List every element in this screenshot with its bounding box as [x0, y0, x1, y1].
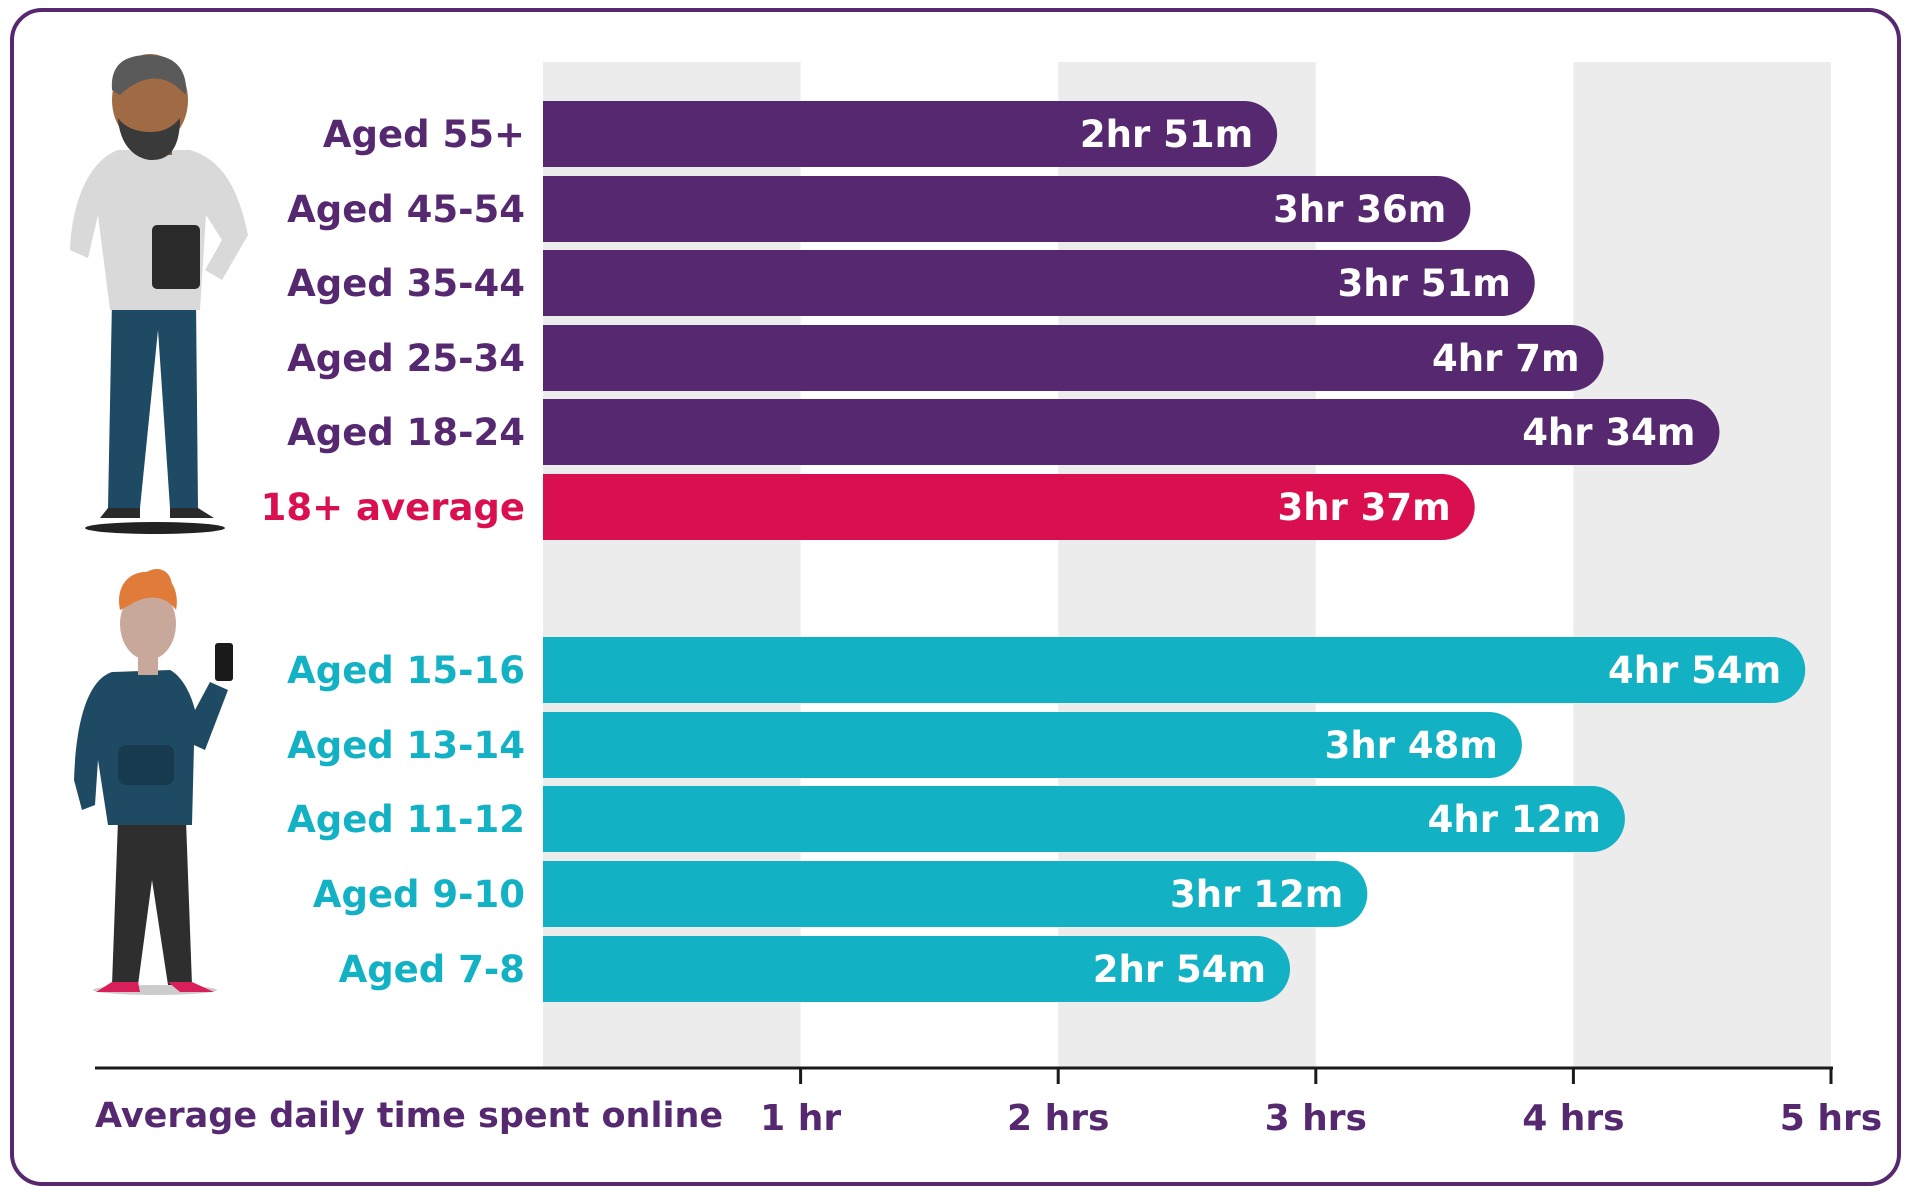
x-tick-label: 5 hrs	[1780, 1098, 1882, 1139]
x-tick-label: 2 hrs	[1007, 1098, 1109, 1139]
bar	[543, 176, 1471, 242]
x-axis-title: Average daily time spent online	[95, 1096, 723, 1136]
bar	[543, 474, 1475, 540]
x-axis: 1 hr 2 hrs 3 hrs 4 hrs 5 hrs Average daily ti…	[95, 1066, 1882, 1139]
category-label: Aged 7-8	[339, 948, 525, 991]
bar	[543, 325, 1604, 391]
category-label: Aged 18-24	[287, 411, 525, 454]
grid-band	[1573, 62, 1831, 1068]
data-label: 2hr 51m	[1080, 113, 1253, 156]
category-label: Aged 11-12	[287, 798, 525, 841]
category-label: Aged 25-34	[287, 337, 525, 380]
category-labels: Aged 55+ Aged 45-54 Aged 35-44 Aged 25-34 Ag…	[261, 113, 525, 991]
data-label: 4hr 12m	[1428, 798, 1601, 841]
category-label: Aged 55+	[323, 113, 525, 156]
category-label: 18+ average	[261, 486, 525, 529]
bar	[543, 786, 1625, 852]
category-label: Aged 45-54	[287, 188, 525, 231]
data-label: 3hr 48m	[1325, 724, 1498, 767]
bar	[543, 250, 1535, 316]
bar	[543, 712, 1522, 778]
teen-boy-with-phone-icon	[74, 568, 233, 995]
data-label: 3hr 51m	[1337, 262, 1510, 305]
category-label: Aged 13-14	[287, 724, 525, 767]
bar	[543, 101, 1278, 167]
x-tick-label: 3 hrs	[1265, 1098, 1367, 1139]
chart-frame	[10, 8, 1901, 1186]
data-label: 4hr 54m	[1608, 649, 1781, 692]
category-label: Aged 15-16	[287, 649, 525, 692]
bar	[543, 637, 1806, 703]
category-label: Aged 35-44	[287, 262, 525, 305]
bar	[543, 399, 1720, 465]
bar	[543, 861, 1368, 927]
bar	[543, 936, 1291, 1002]
data-label: 3hr 36m	[1273, 188, 1446, 231]
data-label: 4hr 7m	[1432, 337, 1580, 380]
x-tick-label: 1 hr	[760, 1098, 841, 1139]
data-label: 3hr 37m	[1277, 486, 1450, 529]
value-labels: 2hr 51m 3hr 36m 3hr 51m 4hr 7m 4hr 34m 3hr 37…	[1080, 113, 1781, 991]
data-label: 4hr 34m	[1522, 411, 1695, 454]
data-label: 3hr 12m	[1170, 873, 1343, 916]
data-label: 2hr 54m	[1093, 948, 1266, 991]
adult-man-with-tablet-icon	[70, 54, 248, 534]
category-label: Aged 9-10	[313, 873, 525, 916]
x-tick-label: 4 hrs	[1522, 1098, 1624, 1139]
bars-layer	[543, 101, 1806, 1002]
